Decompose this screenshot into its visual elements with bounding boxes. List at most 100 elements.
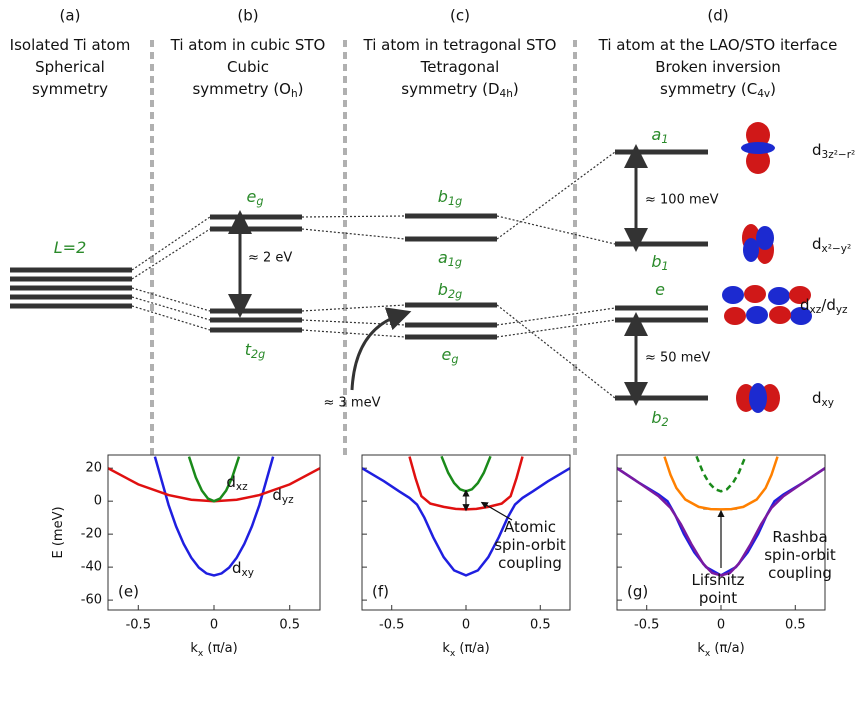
curve-annotation: coupling (768, 564, 832, 582)
text-part: g (451, 353, 458, 366)
text-part: k (442, 641, 450, 656)
text-part: 2g (448, 288, 462, 301)
panel-title: Ti atom at the LAO/STO iterface (598, 36, 838, 54)
connector (496, 304, 616, 399)
curve-annotation: Rashba (772, 528, 827, 546)
connector (131, 287, 211, 312)
x-tick-label: -0.5 (126, 618, 151, 633)
text-part: L=2 (54, 238, 87, 257)
panel-title: symmetry (C4v) (660, 80, 776, 101)
gap-annotation: ≈ 2 eV (248, 251, 292, 266)
text-part: Ti atom in tetragonal STO (363, 36, 557, 54)
level-label: t2g (245, 340, 266, 362)
text-part: Lifshitz (691, 571, 744, 589)
text-part: t (245, 340, 252, 359)
text-part: 1 (661, 133, 668, 146)
text-part: Cubic (227, 58, 269, 76)
connector (131, 296, 211, 321)
orbital-lobe (744, 285, 766, 303)
x-tick-label: -0.5 (634, 618, 659, 633)
text-part: d (226, 473, 236, 491)
text-part: b (438, 280, 448, 299)
x-tick-label: 0.5 (279, 618, 300, 633)
text-part: /d (821, 296, 836, 314)
panel-title: symmetry (Oh) (192, 80, 303, 101)
curve-annotation: dxz (226, 473, 248, 494)
orbital-label: dx²−y² (812, 235, 851, 256)
text-part: k (190, 641, 198, 656)
curve-annotation: Lifshitz (691, 571, 744, 589)
text-part: d (812, 141, 822, 159)
text-part: symmetry (O (192, 80, 291, 98)
text-part: Ti atom at the LAO/STO iterface (598, 36, 838, 54)
panel-title: Cubic (227, 58, 269, 76)
x-axis-label: kx (π/a) (190, 641, 237, 659)
connector (301, 215, 406, 218)
text-part: 1g (448, 195, 462, 208)
gap-annotation: ≈ 50 meV (645, 351, 710, 366)
x-tick-label: -0.5 (379, 618, 404, 633)
text-part: coupling (768, 564, 832, 582)
x-axis-label: kx (π/a) (697, 641, 744, 659)
band-curve (663, 456, 779, 511)
text-part: d (232, 559, 242, 577)
text-part: xy (242, 567, 254, 579)
text-part: spin-orbit (494, 536, 566, 554)
curve-annotation: Atomic (504, 518, 556, 536)
connector (301, 304, 406, 312)
connector (301, 228, 406, 240)
text-part: Broken inversion (655, 58, 781, 76)
connector (301, 329, 406, 338)
text-part: xz (810, 304, 822, 316)
level-label: a1g (438, 248, 462, 270)
text-part: E (meV) (51, 506, 66, 558)
level-label: b2 (651, 408, 668, 430)
curve-annotation: spin-orbit (764, 546, 836, 564)
panel-title: Tetragonal (420, 58, 500, 76)
orbital-lobe (741, 142, 775, 154)
orbital-lobe (789, 286, 811, 304)
orbital-lobe (756, 226, 774, 250)
gap-annotation: ≈ 3 meV (324, 396, 381, 411)
connector (131, 228, 211, 280)
panel-label: (c) (450, 7, 470, 25)
text-part: ) (770, 80, 776, 98)
band-curve (153, 456, 275, 577)
text-part: k (697, 641, 705, 656)
orbital-label: d3z²−r² (812, 141, 855, 162)
orbital-label: dxy (812, 389, 834, 410)
text-part: d (812, 389, 822, 407)
orbital-lobe (790, 307, 812, 325)
connector (496, 215, 616, 245)
text-part: Ti atom in cubic STO (170, 36, 326, 54)
panel-title: symmetry (D4h) (401, 80, 518, 101)
text-part: yz (282, 494, 294, 506)
x-tick-label: 0 (210, 618, 218, 633)
orbital-lobe (743, 238, 759, 262)
text-part: e (442, 345, 452, 364)
orbital-lobe (746, 122, 770, 148)
orbital-lobe (749, 383, 767, 413)
connector (131, 305, 211, 331)
band-curve (440, 455, 492, 493)
text-part: 3z²−r² (822, 149, 856, 161)
orbital-lobe (724, 307, 746, 325)
text-part: (π/a) (203, 641, 237, 656)
text-part: d (272, 486, 282, 504)
panel-label: (e) (118, 583, 139, 601)
band-curve (187, 456, 241, 503)
orbital-lobe (746, 306, 768, 324)
text-part: a (652, 125, 662, 144)
text-part: coupling (498, 554, 562, 572)
orbital-lobe (768, 287, 790, 305)
text-part: x (198, 649, 204, 659)
text-part: d (800, 296, 810, 314)
band-curve (362, 467, 570, 577)
text-part: h (291, 88, 298, 100)
panel-title: Ti atom in tetragonal STO (363, 36, 557, 54)
panel-title: Ti atom in cubic STO (170, 36, 326, 54)
plot-frame (361, 454, 571, 611)
level-label: eg (247, 187, 264, 209)
x-axis-label: kx (π/a) (442, 641, 489, 659)
panel-label: (g) (627, 583, 648, 601)
